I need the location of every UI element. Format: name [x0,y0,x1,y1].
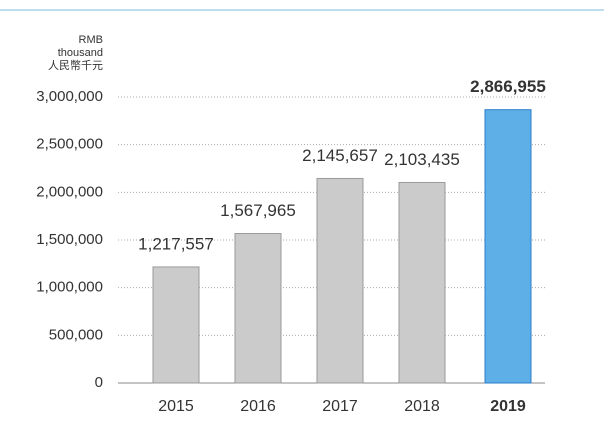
value-label: 1,217,557 [138,234,214,253]
bar [152,266,200,384]
value-label: 2,866,955 [470,77,546,96]
bar [316,177,364,384]
y-tick-label: 500,000 [49,326,103,343]
value-label: 1,567,965 [220,201,296,220]
bar [484,109,532,384]
y-tick-label: 3,000,000 [36,88,103,105]
y-tick-label: 1,000,000 [36,279,103,296]
x-tick-label: 2017 [322,398,358,415]
bar [234,233,282,384]
y-tick-label: 0 [95,374,103,391]
x-tick-label: 2018 [404,398,440,415]
y-axis-label: 人民幣千元 [48,59,103,72]
y-axis-label: RMB [79,34,103,46]
value-label: 2,145,657 [302,146,378,165]
x-tick-label: 2016 [240,398,276,415]
y-tick-label: 1,500,000 [36,231,103,248]
x-tick-label: 2019 [490,398,526,415]
value-label: 2,103,435 [384,150,460,169]
bar [398,181,446,384]
y-tick-label: 2,000,000 [36,183,103,200]
y-axis-label: thousand [58,47,103,59]
y-tick-label: 2,500,000 [36,136,103,153]
x-tick-label: 2015 [158,398,194,415]
